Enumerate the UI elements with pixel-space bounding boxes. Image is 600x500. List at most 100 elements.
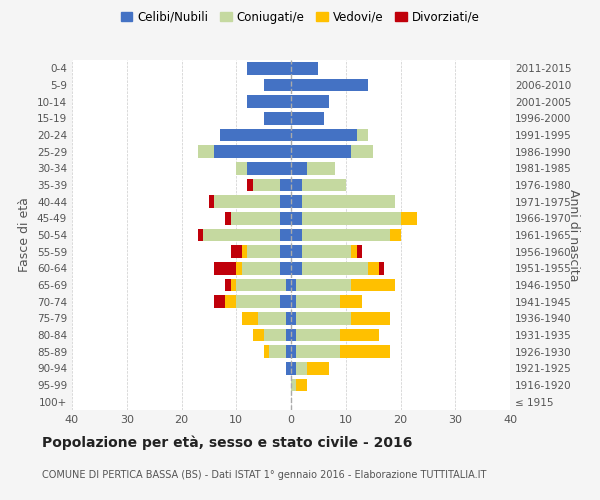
Bar: [340, 296, 362, 308]
Bar: [389, 229, 401, 241]
Bar: [203, 229, 280, 241]
Bar: [198, 146, 214, 158]
Bar: [368, 262, 379, 274]
Bar: [280, 229, 291, 241]
Bar: [291, 262, 302, 274]
Bar: [220, 129, 291, 141]
Bar: [198, 229, 203, 241]
Bar: [247, 162, 291, 174]
Legend: Celibi/Nubili, Coniugati/e, Vedovi/e, Divorziati/e: Celibi/Nubili, Coniugati/e, Vedovi/e, Di…: [116, 6, 484, 28]
Bar: [280, 246, 291, 258]
Bar: [296, 312, 351, 324]
Bar: [214, 196, 280, 208]
Bar: [302, 262, 368, 274]
Bar: [291, 229, 302, 241]
Bar: [226, 212, 231, 224]
Bar: [214, 262, 236, 274]
Bar: [291, 162, 307, 174]
Bar: [263, 112, 291, 124]
Bar: [307, 162, 335, 174]
Bar: [214, 146, 291, 158]
Bar: [296, 362, 307, 374]
Bar: [286, 279, 291, 291]
Bar: [263, 346, 269, 358]
Bar: [280, 262, 291, 274]
Bar: [291, 246, 302, 258]
Bar: [247, 246, 280, 258]
Bar: [226, 296, 236, 308]
Y-axis label: Anni di nascita: Anni di nascita: [567, 188, 580, 281]
Bar: [291, 362, 296, 374]
Bar: [291, 329, 296, 341]
Bar: [351, 312, 389, 324]
Bar: [291, 146, 351, 158]
Bar: [291, 179, 302, 192]
Bar: [291, 346, 296, 358]
Bar: [351, 146, 373, 158]
Bar: [242, 246, 247, 258]
Bar: [357, 129, 368, 141]
Bar: [286, 362, 291, 374]
Bar: [247, 96, 291, 108]
Text: Popolazione per età, sesso e stato civile - 2016: Popolazione per età, sesso e stato civil…: [42, 435, 412, 450]
Bar: [286, 329, 291, 341]
Bar: [302, 229, 389, 241]
Bar: [280, 212, 291, 224]
Bar: [236, 279, 286, 291]
Bar: [231, 212, 280, 224]
Bar: [291, 296, 296, 308]
Bar: [357, 246, 362, 258]
Bar: [351, 246, 357, 258]
Bar: [209, 196, 214, 208]
Bar: [291, 112, 324, 124]
Bar: [236, 262, 242, 274]
Bar: [340, 329, 379, 341]
Bar: [231, 246, 242, 258]
Bar: [296, 279, 351, 291]
Bar: [263, 329, 286, 341]
Bar: [253, 179, 280, 192]
Bar: [258, 312, 286, 324]
Bar: [286, 312, 291, 324]
Bar: [291, 279, 296, 291]
Bar: [296, 329, 340, 341]
Bar: [340, 346, 389, 358]
Bar: [302, 246, 351, 258]
Bar: [302, 179, 346, 192]
Bar: [280, 296, 291, 308]
Bar: [291, 212, 302, 224]
Bar: [351, 279, 395, 291]
Bar: [280, 196, 291, 208]
Bar: [291, 196, 302, 208]
Y-axis label: Fasce di età: Fasce di età: [19, 198, 31, 272]
Bar: [302, 196, 395, 208]
Bar: [226, 279, 231, 291]
Bar: [291, 312, 296, 324]
Bar: [379, 262, 384, 274]
Bar: [263, 79, 291, 92]
Bar: [302, 212, 401, 224]
Bar: [296, 296, 340, 308]
Bar: [296, 346, 340, 358]
Bar: [296, 379, 307, 391]
Bar: [291, 129, 357, 141]
Bar: [291, 79, 368, 92]
Bar: [253, 329, 263, 341]
Bar: [242, 262, 280, 274]
Bar: [242, 312, 258, 324]
Bar: [236, 162, 247, 174]
Bar: [286, 346, 291, 358]
Bar: [269, 346, 286, 358]
Text: COMUNE DI PERTICA BASSA (BS) - Dati ISTAT 1° gennaio 2016 - Elaborazione TUTTITA: COMUNE DI PERTICA BASSA (BS) - Dati ISTA…: [42, 470, 487, 480]
Bar: [291, 96, 329, 108]
Bar: [291, 62, 319, 74]
Bar: [291, 379, 296, 391]
Bar: [307, 362, 329, 374]
Bar: [247, 62, 291, 74]
Bar: [231, 279, 236, 291]
Bar: [280, 179, 291, 192]
Bar: [247, 179, 253, 192]
Bar: [236, 296, 280, 308]
Bar: [401, 212, 417, 224]
Bar: [214, 296, 226, 308]
